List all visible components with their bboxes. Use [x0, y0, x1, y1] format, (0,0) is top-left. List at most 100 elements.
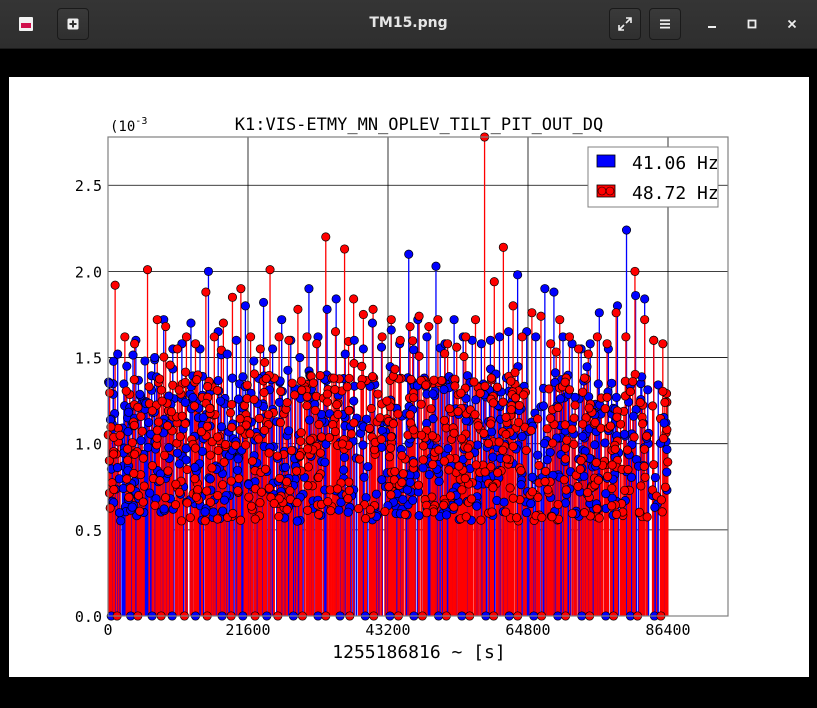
y-tick-label: 0.5: [75, 522, 102, 540]
data-point: [286, 445, 297, 456]
data-point: [123, 455, 133, 465]
data-point: [219, 457, 229, 467]
data-point: [574, 344, 584, 354]
data-point: [371, 489, 381, 499]
data-point: [330, 327, 341, 337]
data-point: [123, 427, 133, 437]
data-point: [393, 409, 403, 419]
data-point: [449, 428, 459, 438]
data-point: [129, 375, 139, 385]
new-window-button[interactable]: [57, 8, 89, 40]
data-point: [152, 425, 162, 435]
data-point: [659, 418, 669, 428]
data-point: [439, 384, 449, 395]
data-point: [282, 397, 292, 408]
data-point: [540, 477, 550, 487]
data-point: [339, 465, 349, 475]
data-point: [361, 514, 371, 524]
data-point: [434, 445, 444, 455]
data-point: [628, 411, 639, 421]
maximize-button[interactable]: [736, 8, 768, 40]
data-point: [404, 249, 414, 259]
data-point: [213, 490, 223, 501]
data-point: [310, 405, 320, 415]
data-point: [621, 225, 632, 235]
data-point: [116, 516, 126, 526]
data-point: [218, 506, 228, 516]
data-point: [314, 419, 324, 430]
plot-frame: [107, 136, 729, 617]
data-point: [359, 472, 369, 482]
data-point: [282, 505, 292, 515]
data-point: [486, 419, 496, 429]
image-viewer-icon: [19, 17, 33, 31]
data-point: [182, 498, 192, 508]
fullscreen-button[interactable]: [609, 8, 641, 40]
data-point: [244, 492, 254, 502]
data-point: [565, 385, 575, 395]
menu-button[interactable]: [649, 8, 681, 40]
data-point: [312, 339, 322, 349]
data-point: [304, 284, 314, 294]
data-point: [611, 392, 621, 402]
chart-title: K1:VIS-ETMY_MN_OPLEV_TILT_PIT_OUT_DQ: [235, 115, 603, 135]
data-point: [357, 361, 367, 371]
data-point: [145, 488, 155, 498]
data-point: [259, 387, 269, 398]
data-point: [498, 397, 508, 407]
data-point: [198, 412, 208, 423]
data-point: [124, 492, 134, 502]
data-point: [505, 483, 515, 493]
data-point: [292, 498, 302, 508]
data-point: [421, 380, 431, 390]
data-point: [254, 413, 264, 424]
data-point: [152, 433, 162, 443]
data-point: [302, 332, 312, 342]
data-point: [244, 479, 254, 490]
data-point: [553, 402, 563, 413]
data-point: [542, 455, 552, 465]
data-point: [547, 512, 557, 522]
data-point: [476, 515, 486, 525]
data-point: [414, 511, 424, 521]
data-point: [225, 408, 236, 418]
data-point: [156, 385, 166, 395]
data-point: [285, 486, 295, 496]
data-point: [277, 315, 287, 325]
data-point: [259, 297, 269, 307]
data-point: [650, 472, 660, 483]
app-menu-button[interactable]: [10, 8, 42, 40]
data-point: [209, 332, 219, 342]
data-point: [461, 332, 471, 342]
data-point: [122, 474, 132, 484]
data-point: [607, 483, 617, 493]
data-point: [480, 381, 490, 391]
data-point: [560, 454, 571, 464]
data-point: [137, 426, 147, 436]
data-point: [330, 385, 340, 395]
data-point: [450, 381, 460, 391]
data-point: [473, 421, 483, 431]
data-point: [533, 414, 543, 424]
data-point: [235, 425, 245, 435]
minimize-button[interactable]: [696, 8, 728, 40]
data-point: [159, 504, 169, 514]
data-point: [332, 484, 343, 494]
data-point: [544, 384, 554, 394]
data-point: [172, 344, 182, 354]
data-point: [104, 378, 114, 388]
data-point: [249, 394, 259, 405]
data-point: [260, 357, 270, 367]
data-point: [365, 505, 375, 515]
data-point: [120, 332, 130, 342]
data-point: [192, 375, 202, 385]
data-point: [284, 426, 294, 436]
close-button[interactable]: [776, 8, 808, 40]
data-point: [219, 495, 229, 505]
data-point: [250, 514, 260, 524]
data-point: [386, 443, 396, 453]
data-point: [303, 462, 313, 472]
data-point: [139, 481, 149, 491]
data-point: [205, 450, 215, 460]
data-point: [434, 476, 444, 486]
